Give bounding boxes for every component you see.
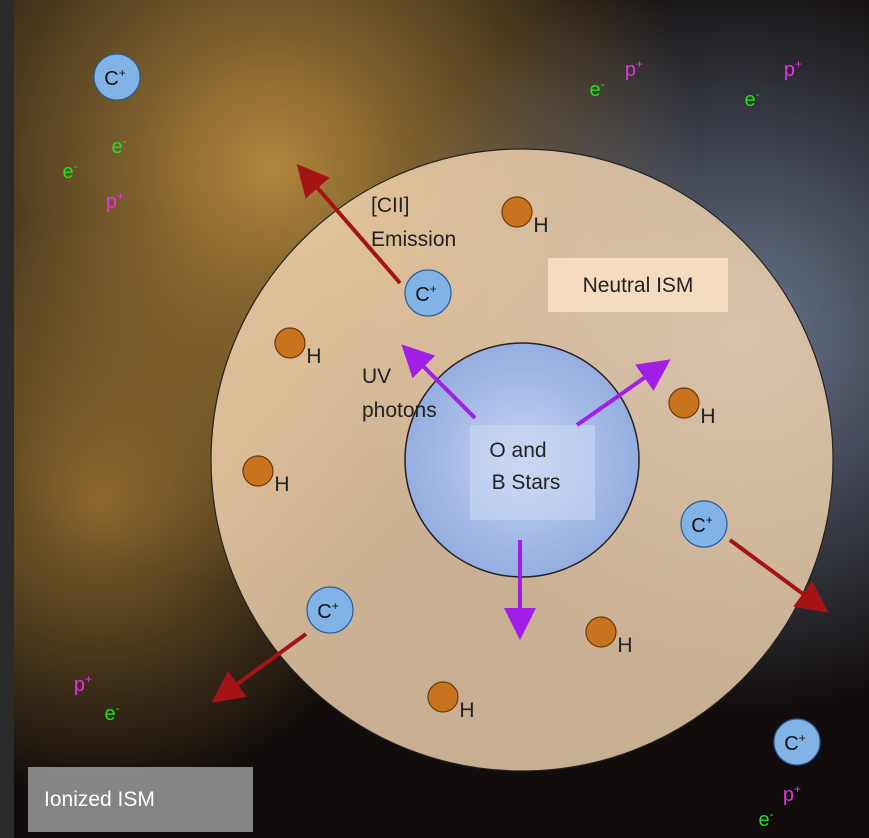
proton-symbol: p [783,784,794,806]
uv-arrow [401,344,477,420]
electron-symbol: e [758,809,769,831]
hydrogen-label: H [533,214,548,237]
proton: p+ [783,782,801,806]
proton-charge: + [117,189,124,203]
hydrogen-label: H [617,634,632,657]
proton-charge: + [795,57,802,71]
emission-arrow [211,632,308,703]
carbon-label-charge: + [706,513,713,527]
hydrogen-atom [501,196,533,228]
electron-charge: - [74,159,78,173]
hydrogen-label: H [274,473,289,496]
uv-label: UV [362,365,391,388]
carbon-label: C+ [317,599,338,623]
carbon-ion [306,586,354,634]
electron-symbol: e [744,89,755,111]
electron: e- [758,807,773,831]
proton: p+ [784,57,802,81]
electron-charge: - [123,134,127,148]
proton-symbol: p [784,59,795,81]
ionized-box [28,767,253,832]
carbon-label-symbol: C [317,601,331,623]
carbon-label: C+ [691,513,712,537]
hydrogen-label: H [306,345,321,368]
proton-charge: + [85,672,92,686]
region-label: Ionized ISM [44,788,155,811]
electron: e- [104,701,119,725]
proton: p+ [625,57,643,81]
hydrogen-atom [585,616,617,648]
electron-charge: - [116,701,120,715]
hydrogen-atom [274,327,306,359]
electron: e- [111,134,126,158]
carbon-label-symbol: C [104,68,118,90]
proton-symbol: p [74,674,85,696]
electron: e- [589,77,604,101]
hydrogen-atom [427,681,459,713]
hydrogen-label: H [459,699,474,722]
emission-arrow [728,538,829,613]
carbon-ion [680,500,728,548]
neutral-box [548,258,728,312]
electron-symbol: e [62,161,73,183]
stars-box [470,425,595,520]
carbon-ion [404,269,452,317]
arrows [211,163,829,703]
carbon-label-charge: + [119,66,126,80]
proton-charge: + [636,57,643,71]
electron-charge: - [601,77,605,91]
carbon-label: C+ [784,731,805,755]
electron-charge: - [756,87,760,101]
emission-label: [CII] [371,194,410,217]
proton: p+ [74,672,92,696]
stars-label: O and [489,439,546,462]
hydrogen-atom [668,387,700,419]
emission-arrow [296,163,402,285]
electron-symbol: e [104,703,115,725]
carbon-label-symbol: C [784,733,798,755]
electron-symbol: e [589,79,600,101]
carbon-label-symbol: C [691,515,705,537]
proton-symbol: p [106,191,117,213]
carbon-label-charge: + [332,599,339,613]
electron-charge: - [770,807,774,821]
carbon-label: C+ [415,282,436,306]
carbon-ion [773,718,821,766]
carbon-ion [93,53,141,101]
stars-label: B Stars [492,471,561,494]
hydrogen-label: H [700,405,715,428]
uv-arrow [575,359,671,427]
carbon-label-charge: + [799,731,806,745]
electron: e- [62,159,77,183]
uv-label: photons [362,399,437,422]
proton-charge: + [794,782,801,796]
region-label: Neutral ISM [583,274,694,297]
proton: p+ [106,189,124,213]
electron: e- [744,87,759,111]
carbon-label-charge: + [430,282,437,296]
hydrogen-atom [242,455,274,487]
emission-label: Emission [371,228,456,251]
carbon-label-symbol: C [415,284,429,306]
carbon-label: C+ [104,66,125,90]
electron-symbol: e [111,136,122,158]
proton-symbol: p [625,59,636,81]
